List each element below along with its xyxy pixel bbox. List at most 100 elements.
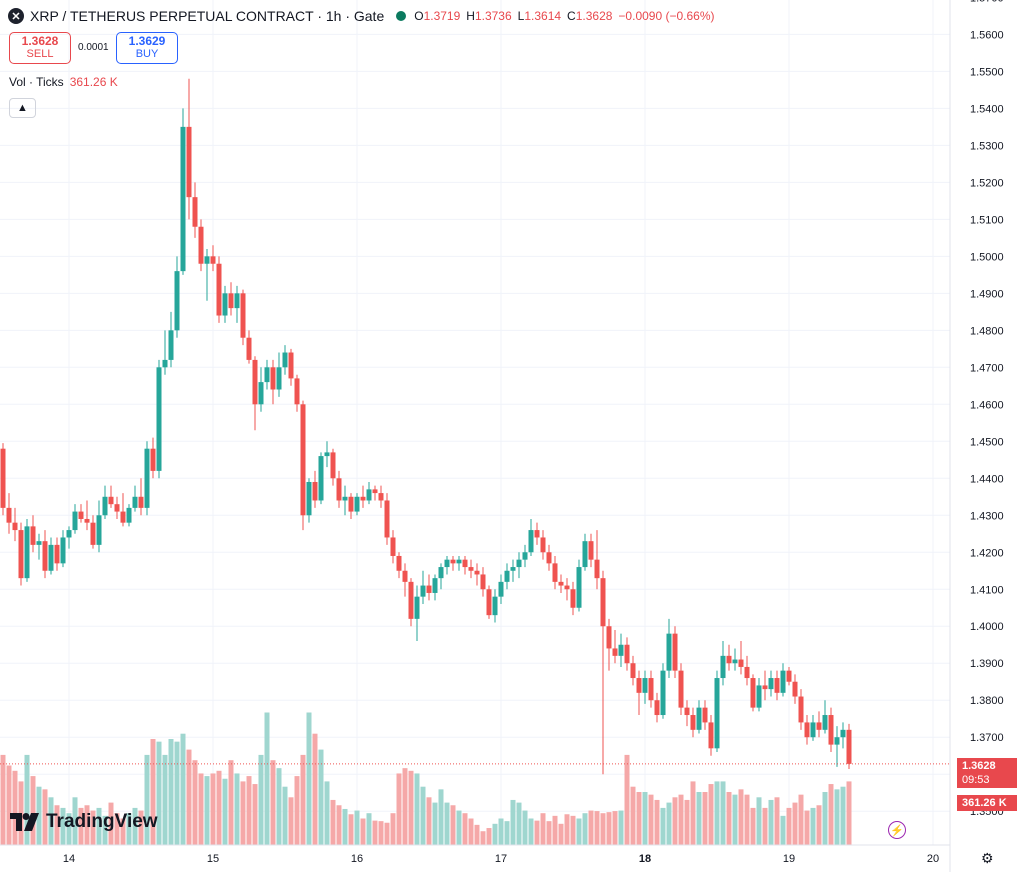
- candle-body: [528, 530, 534, 553]
- candle-body: [204, 256, 210, 264]
- volume-bar: [486, 828, 492, 845]
- volume-bar: [498, 818, 504, 845]
- volume-bar: [492, 823, 498, 845]
- candle-body: [48, 544, 54, 571]
- candle-body: [840, 729, 846, 738]
- ohlc-high-value: 1.3736: [474, 9, 512, 23]
- candle-body: [642, 678, 648, 693]
- candle-body: [276, 367, 282, 390]
- candle-body: [342, 496, 348, 501]
- volume-bar: [738, 789, 744, 845]
- last-price-tag: 1.3628 09:53: [957, 758, 1017, 788]
- candle-body: [24, 526, 30, 579]
- candle-body: [30, 526, 36, 545]
- candle-body: [576, 567, 582, 608]
- x-icon: ✕: [8, 8, 24, 24]
- volume-bar: [480, 831, 486, 845]
- collapse-legend-button[interactable]: ▲: [9, 98, 36, 118]
- candle-body: [702, 707, 708, 723]
- price-axis-tick-label: 1.4000: [970, 621, 1004, 633]
- settings-gear-icon[interactable]: ⚙: [981, 850, 994, 866]
- candle-body: [348, 496, 354, 512]
- volume-legend[interactable]: Vol · Ticks 361.26 K: [9, 75, 118, 89]
- buy-button[interactable]: 1.3629 BUY: [116, 32, 178, 64]
- ohlc-close-value: 1.3628: [575, 9, 613, 23]
- volume-bar: [54, 805, 60, 845]
- volume-bar: [624, 754, 630, 845]
- sell-button[interactable]: 1.3628 SELL: [9, 32, 71, 64]
- price-axis-tick-label: 1.4500: [970, 436, 1004, 448]
- candle-body: [324, 452, 330, 457]
- volume-bar: [342, 808, 348, 845]
- candle-body: [612, 648, 618, 656]
- time-axis-tick-label: 19: [783, 853, 795, 865]
- brand-name: TradingView: [46, 811, 158, 832]
- volume-bar: [540, 813, 546, 845]
- volume-bar: [240, 781, 246, 845]
- volume-bar: [666, 802, 672, 845]
- volume-bar: [126, 813, 132, 845]
- lightning-icon[interactable]: ⚡: [888, 821, 906, 839]
- candle-body: [60, 537, 66, 564]
- volume-bar: [408, 770, 414, 845]
- candle-body: [768, 678, 774, 690]
- price-axis-tick-label: 1.4700: [970, 362, 1004, 374]
- last-price-value: 1.3628: [962, 760, 996, 772]
- candle-body: [234, 293, 240, 309]
- volume-bar: [732, 794, 738, 845]
- volume-bar: [36, 786, 42, 845]
- candle-body: [390, 537, 396, 556]
- volume-bar: [234, 773, 240, 845]
- volume-bar: [546, 821, 552, 845]
- volume-bar: [588, 810, 594, 845]
- candle-body: [126, 507, 132, 523]
- price-axis-tick-label: 1.5100: [970, 214, 1004, 226]
- candle-body: [54, 544, 60, 564]
- volume-bar: [216, 770, 222, 845]
- symbol-title[interactable]: XRP / TETHERUS PERPETUAL CONTRACT · 1h ·…: [30, 8, 385, 24]
- candle-body: [516, 559, 522, 568]
- candle-body: [804, 722, 810, 738]
- candle-body: [294, 378, 300, 405]
- volume-bar: [696, 792, 702, 845]
- time-axis-tick-label: 15: [207, 853, 219, 865]
- volume-bar: [162, 754, 168, 845]
- volume-label: Vol · Ticks: [9, 75, 64, 89]
- ohlc-low-key: L: [517, 9, 525, 23]
- volume-bar: [462, 813, 468, 845]
- candle-body: [504, 570, 510, 582]
- candle-body: [774, 678, 780, 693]
- spread-value: 0.0001: [78, 42, 109, 53]
- volume-bar: [390, 813, 396, 845]
- volume-bar: [702, 792, 708, 845]
- price-axis-tick-label: 1.5200: [970, 177, 1004, 189]
- candle-body: [552, 563, 558, 582]
- price-axis-tick-label: 1.3900: [970, 658, 1004, 670]
- candle-body: [312, 481, 318, 501]
- candle-body: [222, 293, 228, 316]
- volume-bar: [516, 802, 522, 845]
- candle-body: [822, 715, 828, 730]
- volume-bar: [636, 792, 642, 845]
- ohlc-readout: O1.3719 H1.3736 L1.3614 C1.3628 −0.0090 …: [414, 9, 714, 23]
- candle-body: [198, 226, 204, 264]
- volume-bar: [318, 749, 324, 845]
- tradingview-logo[interactable]: TradingView: [10, 811, 158, 833]
- candle-body: [156, 367, 162, 471]
- volume-bar: [438, 789, 444, 845]
- tradingview-logo-icon: [10, 813, 39, 831]
- volume-bar: [804, 810, 810, 845]
- volume-bar: [828, 784, 834, 845]
- volume-bar: [336, 805, 342, 845]
- candle-body: [648, 678, 654, 701]
- volume-bar: [42, 789, 48, 845]
- candle-body: [564, 585, 570, 590]
- ohlc-open-key: O: [414, 9, 424, 23]
- price-axis-tick-label: 1.4900: [970, 288, 1004, 300]
- candle-body: [720, 655, 726, 679]
- volume-bar: [288, 797, 294, 845]
- time-axis-tick-label: 20: [927, 853, 939, 865]
- volume-bar: [120, 818, 126, 845]
- volume-bar: [210, 773, 216, 845]
